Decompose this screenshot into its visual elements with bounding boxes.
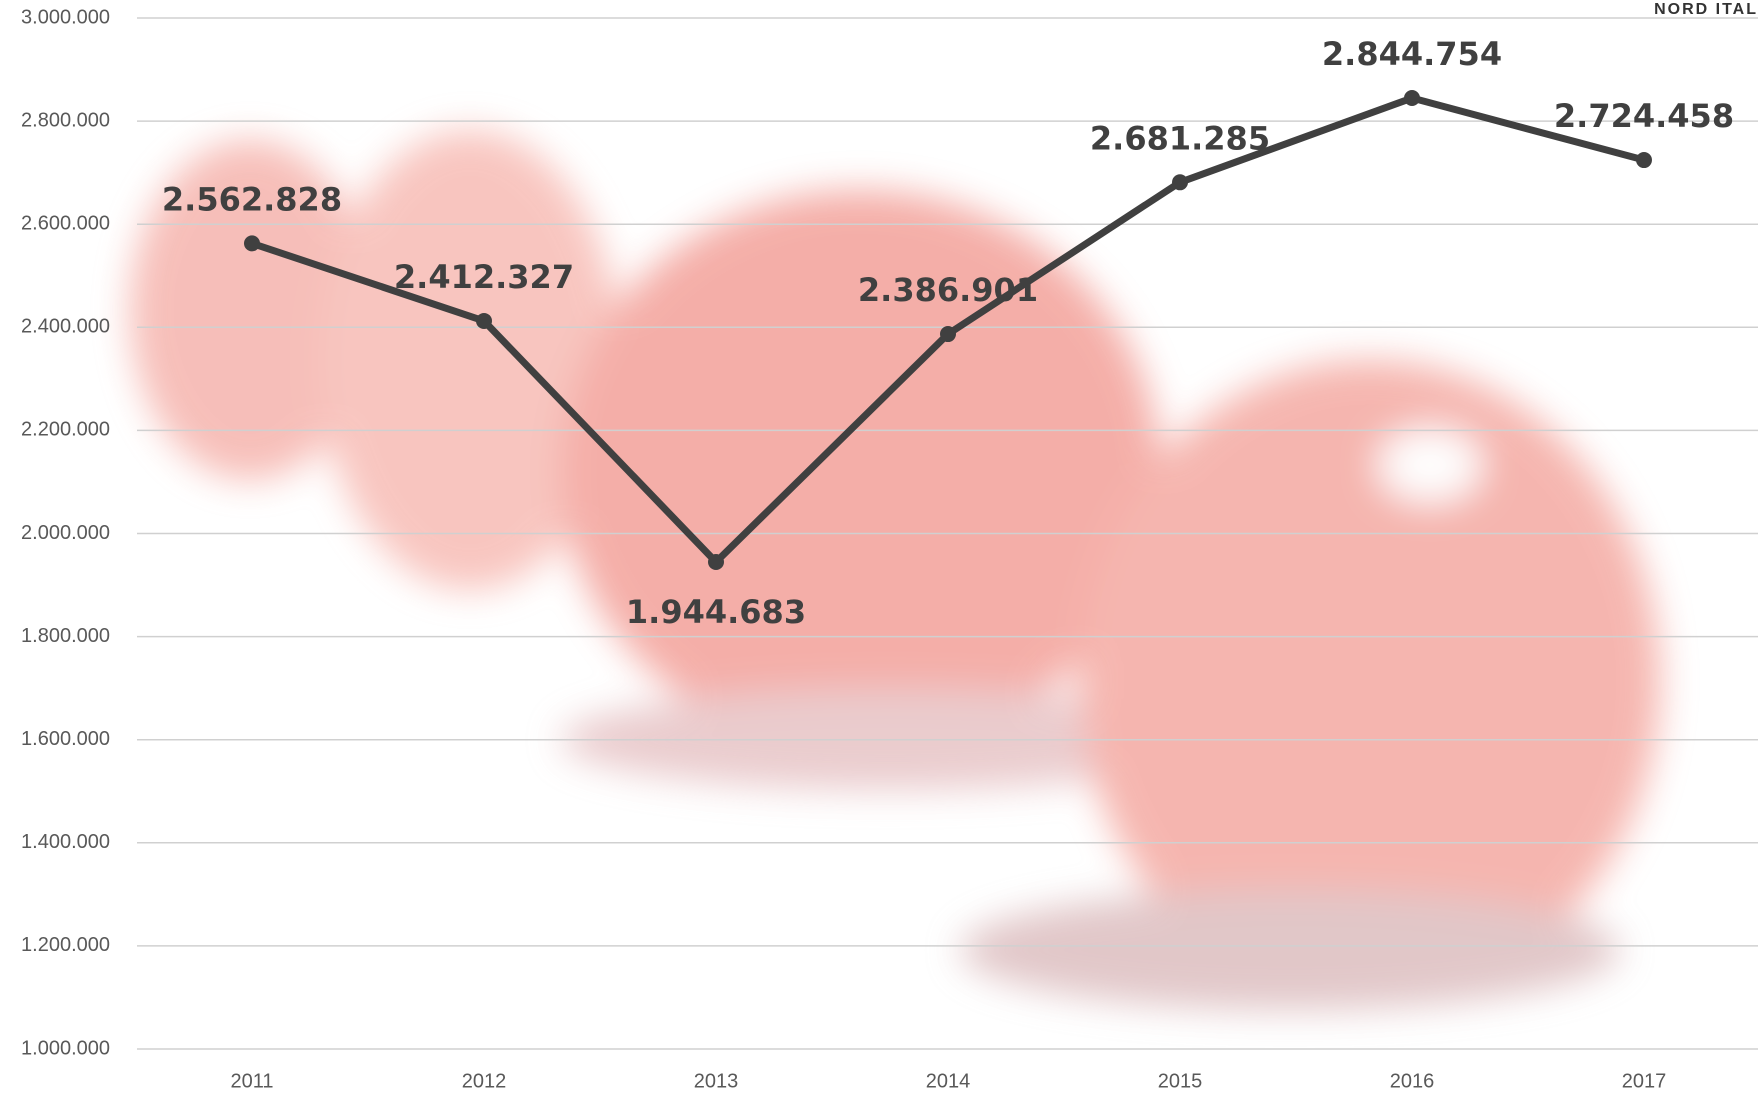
y-tick-label: 1.000.000 <box>21 1037 110 1059</box>
y-tick-label: 2.000.000 <box>21 522 110 544</box>
y-tick-label: 2.400.000 <box>21 316 110 338</box>
y-tick-label: 1.400.000 <box>21 831 110 853</box>
y-tick-label: 2.600.000 <box>21 212 110 234</box>
point <box>476 313 492 329</box>
y-tick-label: 1.200.000 <box>21 934 110 956</box>
annotation: NORD ITAL <box>1654 1 1758 18</box>
data-label: 2.844.754 <box>1322 35 1502 73</box>
data-label: 2.681.285 <box>1090 119 1270 157</box>
x-tick-label: 2016 <box>1390 1070 1435 1092</box>
chart: NORD ITAL 1.000.000 1.200.000 1.400.000 1.6… <box>0 0 1758 1102</box>
x-tick-label: 2012 <box>462 1070 507 1092</box>
data-label: 1.944.683 <box>626 593 806 631</box>
x-tick-label: 2015 <box>1158 1070 1203 1092</box>
y-tick-label: 1.600.000 <box>21 728 110 750</box>
point <box>1404 90 1420 106</box>
y-tick-label: 2.800.000 <box>21 109 110 131</box>
point <box>1172 174 1188 190</box>
y-tick-label: 3.000.000 <box>21 6 110 28</box>
y-tick-label: 2.200.000 <box>21 419 110 441</box>
data-label: 2.562.828 <box>162 180 342 218</box>
data-label: 2.386.901 <box>858 271 1038 309</box>
point <box>940 326 956 342</box>
x-tick-label: 2011 <box>230 1070 273 1092</box>
x-tick-label: 2013 <box>694 1070 739 1092</box>
x-tick-label: 2017 <box>1622 1070 1667 1092</box>
point <box>244 235 260 251</box>
data-label: 2.412.327 <box>394 258 574 296</box>
y-tick-label: 1.800.000 <box>21 625 110 647</box>
page: NORD ITAL 1.000.000 1.200.000 1.400.000 1.6… <box>0 0 1758 1102</box>
data-label: 2.724.458 <box>1554 97 1734 135</box>
x-tick-label: 2014 <box>926 1070 971 1092</box>
point <box>708 554 724 570</box>
point <box>1636 152 1652 168</box>
background-image <box>130 130 1660 1010</box>
